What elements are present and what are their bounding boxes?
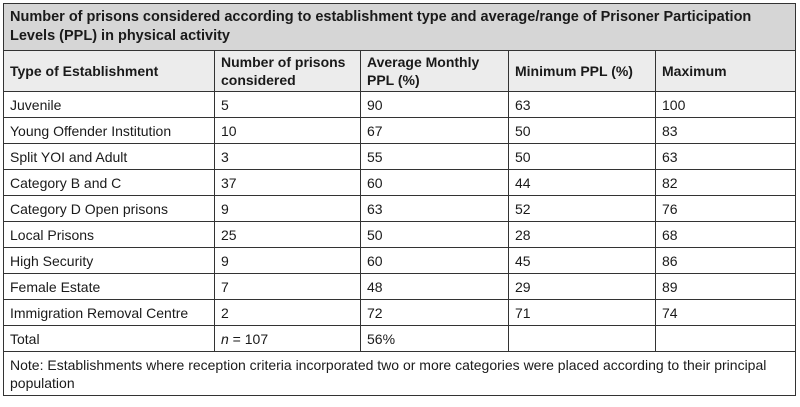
total-minimum-ppl bbox=[508, 325, 656, 352]
cell-establishment: Local Prisons bbox=[3, 221, 215, 248]
total-n-symbol: n bbox=[221, 330, 229, 347]
cell-minimum-ppl: 50 bbox=[508, 117, 656, 144]
cell-prison-count: 37 bbox=[214, 169, 361, 196]
cell-maximum: 86 bbox=[654, 247, 797, 274]
cell-maximum: 76 bbox=[654, 195, 797, 222]
table-row: Juvenile 5 90 63 100 bbox=[3, 91, 797, 118]
cell-establishment: High Security bbox=[3, 247, 215, 274]
prison-ppl-table: Number of prisons considered according t… bbox=[2, 3, 797, 396]
total-row: Total n = 107 56% bbox=[3, 325, 797, 352]
header-number-of-prisons: Number of prisons considered bbox=[214, 50, 361, 92]
cell-establishment: Young Offender Institution bbox=[3, 117, 215, 144]
cell-establishment: Category D Open prisons bbox=[3, 195, 215, 222]
cell-prison-count: 25 bbox=[214, 221, 361, 248]
cell-maximum: 100 bbox=[654, 91, 797, 118]
header-row: Type of Establishment Number of prisons … bbox=[3, 50, 797, 92]
header-average-monthly-ppl: Average Monthly PPL (%) bbox=[360, 50, 509, 92]
header-type-of-establishment: Type of Establishment bbox=[3, 50, 215, 92]
cell-maximum: 63 bbox=[654, 143, 797, 170]
table-row: Female Estate 7 48 29 89 bbox=[3, 273, 797, 300]
cell-minimum-ppl: 52 bbox=[508, 195, 656, 222]
cell-maximum: 68 bbox=[654, 221, 797, 248]
cell-prison-count: 5 bbox=[214, 91, 361, 118]
cell-prison-count: 2 bbox=[214, 299, 361, 326]
table-row: Category B and C 37 60 44 82 bbox=[3, 169, 797, 196]
table-title: Number of prisons considered according t… bbox=[2, 3, 797, 51]
total-label: Total bbox=[3, 325, 215, 352]
cell-maximum: 74 bbox=[654, 299, 797, 326]
total-maximum bbox=[654, 325, 797, 352]
prison-ppl-table-container: Number of prisons considered according t… bbox=[2, 3, 797, 396]
total-average-ppl: 56% bbox=[360, 325, 509, 352]
cell-prison-count: 3 bbox=[214, 143, 361, 170]
cell-minimum-ppl: 50 bbox=[508, 143, 656, 170]
cell-average-ppl: 90 bbox=[360, 91, 509, 118]
cell-minimum-ppl: 44 bbox=[508, 169, 656, 196]
total-prison-count: n = 107 bbox=[214, 325, 361, 352]
cell-average-ppl: 63 bbox=[360, 195, 509, 222]
cell-maximum: 89 bbox=[654, 273, 797, 300]
header-maximum: Maximum bbox=[654, 50, 797, 92]
table-row: High Security 9 60 45 86 bbox=[3, 247, 797, 274]
cell-average-ppl: 72 bbox=[360, 299, 509, 326]
table-row: Category D Open prisons 9 63 52 76 bbox=[3, 195, 797, 222]
cell-minimum-ppl: 45 bbox=[508, 247, 656, 274]
table-row: Immigration Removal Centre 2 72 71 74 bbox=[3, 299, 797, 326]
cell-average-ppl: 55 bbox=[360, 143, 509, 170]
cell-average-ppl: 50 bbox=[360, 221, 509, 248]
cell-minimum-ppl: 63 bbox=[508, 91, 656, 118]
table-note: Note: Establishments where reception cri… bbox=[2, 351, 797, 396]
cell-prison-count: 9 bbox=[214, 247, 361, 274]
table-row: Split YOI and Adult 3 55 50 63 bbox=[3, 143, 797, 170]
cell-average-ppl: 67 bbox=[360, 117, 509, 144]
header-minimum-ppl: Minimum PPL (%) bbox=[508, 50, 656, 92]
total-n-value: = 107 bbox=[228, 330, 269, 347]
cell-minimum-ppl: 29 bbox=[508, 273, 656, 300]
cell-prison-count: 9 bbox=[214, 195, 361, 222]
cell-minimum-ppl: 71 bbox=[508, 299, 656, 326]
cell-maximum: 83 bbox=[654, 117, 797, 144]
cell-average-ppl: 48 bbox=[360, 273, 509, 300]
cell-establishment: Immigration Removal Centre bbox=[3, 299, 215, 326]
cell-minimum-ppl: 28 bbox=[508, 221, 656, 248]
cell-establishment: Split YOI and Adult bbox=[3, 143, 215, 170]
cell-maximum: 82 bbox=[654, 169, 797, 196]
table-row: Young Offender Institution 10 67 50 83 bbox=[3, 117, 797, 144]
cell-establishment: Category B and C bbox=[3, 169, 215, 196]
cell-prison-count: 10 bbox=[214, 117, 361, 144]
cell-average-ppl: 60 bbox=[360, 169, 509, 196]
cell-establishment: Female Estate bbox=[3, 273, 215, 300]
cell-establishment: Juvenile bbox=[3, 91, 215, 118]
table-row: Local Prisons 25 50 28 68 bbox=[3, 221, 797, 248]
cell-average-ppl: 60 bbox=[360, 247, 509, 274]
cell-prison-count: 7 bbox=[214, 273, 361, 300]
